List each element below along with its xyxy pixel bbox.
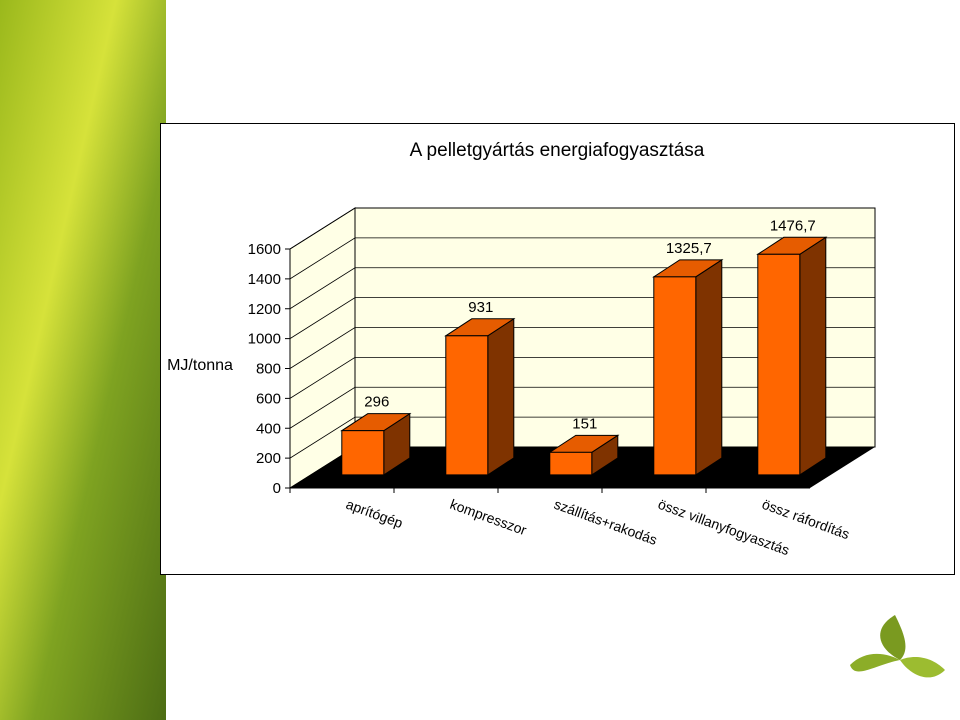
- bar-front: [549, 451, 593, 476]
- value-label: 1325,7: [666, 240, 712, 257]
- grid-line: [289, 207, 875, 250]
- y-tick-label: 1000: [248, 331, 281, 348]
- value-label: 151: [572, 415, 597, 432]
- bar-front: [653, 276, 697, 476]
- y-axis-label: MJ/tonna: [167, 357, 233, 374]
- y-tick-label: 600: [256, 390, 281, 407]
- grid-line: [289, 237, 875, 280]
- bar: [444, 317, 516, 476]
- bar-front: [341, 430, 385, 476]
- value-label: 296: [364, 394, 389, 411]
- background-strip: [0, 0, 166, 720]
- bar-front: [445, 335, 489, 476]
- bar: [756, 236, 828, 476]
- bar-side: [695, 258, 723, 476]
- y-tick-label: 0: [273, 480, 281, 497]
- bar: [340, 412, 412, 476]
- chart-title: A pelletgyártás energiafogyasztása: [410, 140, 705, 161]
- value-label: 1476,7: [770, 217, 816, 234]
- y-tick-label: 1200: [248, 301, 281, 318]
- value-label: 931: [468, 299, 493, 316]
- y-tick-label: 400: [256, 420, 281, 437]
- logo: [850, 615, 945, 678]
- bar: [652, 258, 724, 476]
- bar-side: [487, 317, 515, 476]
- bar: [548, 434, 620, 476]
- y-tick-label: 800: [256, 361, 281, 378]
- bar-front: [757, 253, 801, 476]
- y-tick-label: 1400: [248, 271, 281, 288]
- y-tick-label: 1600: [248, 241, 281, 258]
- y-tick-label: 200: [256, 450, 281, 467]
- bar-side: [799, 236, 827, 476]
